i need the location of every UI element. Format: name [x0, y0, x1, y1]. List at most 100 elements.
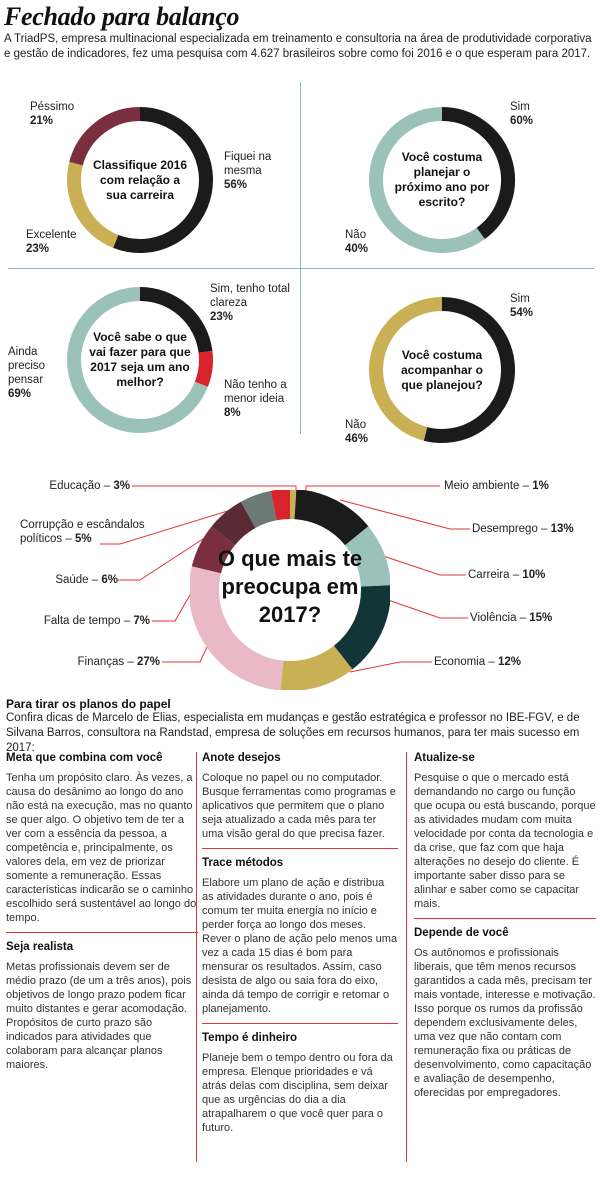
tips-intro: Confira dicas de Marcelo de Elias, espec… [6, 712, 580, 754]
slice-pessimo [69, 107, 141, 166]
donut-svg [190, 490, 390, 690]
tips-column-3: Atualize-se Pesquise o que o mercado está… [414, 752, 596, 1114]
label-value: 46% [345, 433, 369, 445]
label-name: Desemprego [472, 523, 538, 535]
slice-economia [280, 645, 353, 690]
tip-heading: Seja realista [6, 941, 74, 953]
donut-svg [369, 297, 515, 443]
donut-question: O que mais te preocupa em 2017? [217, 546, 363, 627]
label-ainda-preciso: Ainda preciso pensar 69% [8, 345, 56, 401]
tip-heading: Depende de você [414, 927, 509, 939]
slice-sim-tenho-total-clareza [139, 287, 213, 353]
donut-question: Classifique 2016 com relação a sua carre… [92, 157, 188, 202]
label-name: Sim [510, 101, 530, 113]
tip-divider [6, 932, 198, 933]
leader-line [100, 497, 271, 545]
slice-nao-tenho-a-menor-ideia [194, 350, 213, 387]
label-name: Saúde [55, 574, 89, 586]
label-meio-ambiente: Meio ambiente – 1% [444, 480, 549, 492]
donut-chart-planejar-escrito: Você costuma planejar o próximo ano por … [362, 100, 522, 260]
label-value: 54% [510, 307, 534, 319]
label-falta-tempo: Falta de tempo – 7% [43, 615, 150, 627]
label-excelente: Excelente 23% [26, 228, 77, 256]
donut-svg [67, 107, 213, 253]
label-name: Finanças [77, 656, 125, 668]
slice-sim [369, 107, 485, 253]
slice-educacao [270, 490, 291, 521]
label-name: Não [345, 229, 367, 241]
slice-ainda-preciso-pensar [67, 287, 208, 433]
label-name: Violência [470, 612, 517, 624]
label-value: 21% [30, 115, 54, 127]
label-sim-clareza: Sim, tenho total clareza 23% [210, 282, 300, 324]
leader-line [379, 554, 466, 576]
slice-saude [211, 501, 256, 546]
label-value: 23% [210, 311, 234, 323]
label-name: Não tenho a menor ideia [224, 379, 287, 405]
label-name: Sim [510, 293, 530, 305]
label-name: Fiquei na mesma [224, 151, 272, 177]
donut-chart-saber-2017: Você sabe o que vai fazer para que 2017 … [60, 280, 220, 440]
label-name: Falta de tempo [43, 615, 121, 627]
label-value: 27% [136, 656, 160, 668]
tip-body: Coloque no papel ou no computador. Busqu… [202, 772, 396, 840]
leader-line [118, 519, 233, 581]
label-value: 8% [224, 407, 241, 419]
label-value: 15% [529, 612, 553, 624]
label-fiquei-na-mesma: Fiquei na mesma 56% [224, 150, 294, 192]
label-value: 13% [550, 523, 574, 535]
label-name: Meio ambiente [444, 480, 520, 492]
label-value: 1% [532, 480, 549, 492]
donut-chart-carreira-2016: Classifique 2016 com relação a sua carre… [60, 100, 220, 260]
tips-column-1: Meta que combina com você Tenha um propós… [6, 752, 198, 1086]
slice-fiquei-na-mesma [113, 107, 213, 253]
label-saude: Saúde – 6% [55, 574, 118, 586]
tip-heading: Trace métodos [202, 857, 284, 869]
label-violencia: Violência – 15% [470, 612, 553, 624]
label-corrupcao: Corrupção e escândalos políticos – 5% [20, 519, 145, 545]
tip-heading: Tempo é dinheiro [202, 1032, 297, 1044]
tip-body: Pesquise o que o mercado está demandando… [414, 772, 596, 910]
column-divider [406, 752, 407, 1162]
label-carreira: Carreira – 10% [468, 569, 546, 581]
slice-sim [423, 297, 515, 443]
slice-financas [190, 566, 284, 690]
tips-column-2: Anote desejos Coloque no papel ou no comp… [202, 752, 398, 1149]
divider-vertical [300, 82, 301, 434]
label-value: 3% [113, 480, 130, 492]
label-name: Excelente [26, 229, 77, 241]
label-sim: Sim 60% [510, 100, 533, 128]
donut-question: Você sabe o que vai fazer para que 2017 … [89, 330, 191, 389]
slice-nao [441, 107, 515, 240]
tip-body: Os autônomos e profissionais liberais, q… [414, 947, 596, 1099]
column-divider [196, 752, 197, 1162]
tip-divider [202, 848, 398, 849]
tips-title: Para tirar os planos do papel [6, 697, 171, 711]
label-value: 12% [497, 656, 521, 668]
page-title: Fechado para balanço [4, 2, 240, 31]
label-desemprego: Desemprego – 13% [472, 523, 574, 535]
label-name: Carreira [468, 569, 510, 581]
donut-chart-acompanhar: Você costuma acompanhar o que planejou? [362, 290, 522, 450]
slice-corrupcao-e-escandalos-politicos [240, 490, 278, 529]
donut-question: Você costuma acompanhar o que planejou? [400, 347, 484, 392]
tip-heading: Atualize-se [414, 752, 475, 764]
label-value: 6% [101, 574, 118, 586]
label-nao: Não 40% [345, 228, 368, 256]
label-value: 69% [8, 388, 32, 400]
label-nao: Não 46% [345, 418, 368, 446]
label-name: Ainda preciso pensar [8, 346, 46, 386]
label-value: 10% [522, 569, 546, 581]
label-value: 5% [74, 533, 92, 545]
intro-text: A TriadPS, empresa multinacional especia… [4, 33, 592, 60]
label-name: Péssimo [30, 101, 75, 113]
slice-nao [369, 297, 443, 441]
tip-body: Tenha um propósito claro. Às vezes, a ca… [6, 772, 197, 924]
label-value: 60% [510, 115, 534, 127]
label-name: Sim, tenho total clareza [210, 283, 290, 309]
label-educacao: Educação – 3% [49, 480, 130, 492]
tip-heading: Anote desejos [202, 752, 281, 764]
label-value: 23% [26, 243, 50, 255]
slice-desemprego [293, 490, 369, 546]
label-financas: Finanças – 27% [77, 656, 161, 668]
